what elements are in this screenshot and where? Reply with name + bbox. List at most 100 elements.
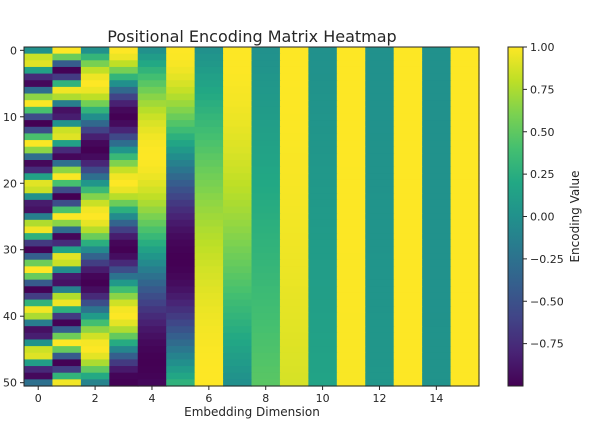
heatmap-cell (393, 93, 423, 101)
heatmap-cell (223, 339, 253, 347)
heatmap-cell (194, 173, 224, 181)
heatmap-cell (308, 246, 338, 254)
heatmap-cell (308, 273, 338, 281)
heatmap-cell (365, 66, 395, 75)
heatmap-cell (52, 253, 82, 261)
heatmap-cell (251, 306, 281, 314)
heatmap-cell (422, 226, 452, 234)
heatmap-cell (24, 359, 54, 367)
heatmap-cell (365, 219, 395, 228)
heatmap-cell (422, 306, 452, 314)
heatmap-cell (393, 173, 423, 181)
heatmap-cell (365, 233, 395, 241)
heatmap-cell (365, 239, 395, 248)
heatmap-cell (223, 199, 253, 208)
heatmap-cell (109, 219, 139, 228)
heatmap-cell (24, 292, 54, 301)
heatmap-cell (52, 346, 82, 354)
heatmap-cell (336, 66, 366, 75)
heatmap-cell (109, 372, 139, 380)
heatmap-cell (194, 73, 224, 81)
heatmap-cell (109, 100, 139, 108)
heatmap-cell (365, 372, 395, 380)
heatmap-cell (279, 86, 309, 95)
heatmap-cell (308, 279, 338, 287)
heatmap-cell (308, 179, 338, 188)
heatmap-cell (422, 120, 452, 128)
heatmap-cell (166, 246, 196, 254)
heatmap-cell (450, 352, 480, 361)
heatmap-cell (194, 239, 224, 248)
heatmap-cell (279, 279, 309, 287)
heatmap-cell (137, 286, 167, 294)
heatmap-cell (194, 372, 224, 380)
heatmap-cell (450, 100, 480, 108)
heatmap-cell (251, 279, 281, 287)
heatmap-cell (194, 226, 224, 234)
heatmap-cell (308, 226, 338, 234)
heatmap-cell (24, 213, 54, 221)
chart-title: Positional Encoding Matrix Heatmap (107, 27, 396, 46)
heatmap-cell (223, 186, 253, 194)
heatmap-cell (109, 253, 139, 261)
heatmap-cell (223, 120, 253, 128)
heatmap-cell (365, 273, 395, 281)
heatmap-cell (223, 359, 253, 367)
heatmap-cell (450, 193, 480, 201)
heatmap-cell (24, 166, 54, 174)
heatmap-cell (251, 113, 281, 121)
heatmap-cell (194, 120, 224, 128)
heatmap-cell (223, 332, 253, 341)
heatmap-cell (422, 93, 452, 101)
heatmap-cell (223, 286, 253, 294)
heatmap-cell (24, 279, 54, 287)
heatmap-cell (137, 233, 167, 241)
heatmap-cell (166, 233, 196, 241)
heatmap-cell (279, 219, 309, 228)
heatmap-cell (109, 120, 139, 128)
heatmap-cell (24, 206, 54, 214)
heatmap-cell (80, 86, 110, 95)
heatmap-cell (137, 226, 167, 234)
heatmap-cell (194, 100, 224, 108)
heatmap-cell (52, 199, 82, 208)
heatmap-cell (251, 199, 281, 208)
heatmap-cell (308, 352, 338, 361)
heatmap-cell (393, 366, 423, 374)
heatmap-cell (109, 339, 139, 347)
heatmap-cell (137, 60, 167, 68)
heatmap-cell (52, 113, 82, 121)
heatmap-cell (80, 66, 110, 75)
heatmap-cell (137, 73, 167, 81)
heatmap-cell (52, 80, 82, 88)
heatmap-cell (336, 86, 366, 95)
heatmap-cell (137, 346, 167, 354)
heatmap-cell (251, 100, 281, 108)
heatmap-cell (52, 332, 82, 341)
heatmap-cell (336, 273, 366, 281)
heatmap-cell (308, 206, 338, 214)
heatmap-cell (137, 279, 167, 287)
heatmap-cell (365, 47, 395, 55)
heatmap-cell (52, 319, 82, 327)
heatmap-cell (279, 160, 309, 168)
heatmap-cell (393, 146, 423, 154)
heatmap-cell (279, 186, 309, 194)
heatmap-cell (194, 366, 224, 374)
heatmap-cell (166, 266, 196, 274)
heatmap-cell (308, 133, 338, 141)
heatmap-cell (336, 160, 366, 168)
heatmap-cell (166, 73, 196, 81)
heatmap-cell (308, 379, 338, 387)
heatmap-cell (450, 372, 480, 380)
x-axis: 0 2 4 6 8 10 12 14 (35, 386, 443, 405)
heatmap-cell (308, 100, 338, 108)
heatmap-cell (24, 339, 54, 347)
heatmap-cell (223, 126, 253, 135)
heatmap-cell (194, 306, 224, 314)
heatmap-cell (336, 166, 366, 174)
heatmap-cell (422, 106, 452, 115)
heatmap-cell (80, 266, 110, 274)
heatmap-cell (80, 279, 110, 287)
heatmap-cell (336, 366, 366, 374)
